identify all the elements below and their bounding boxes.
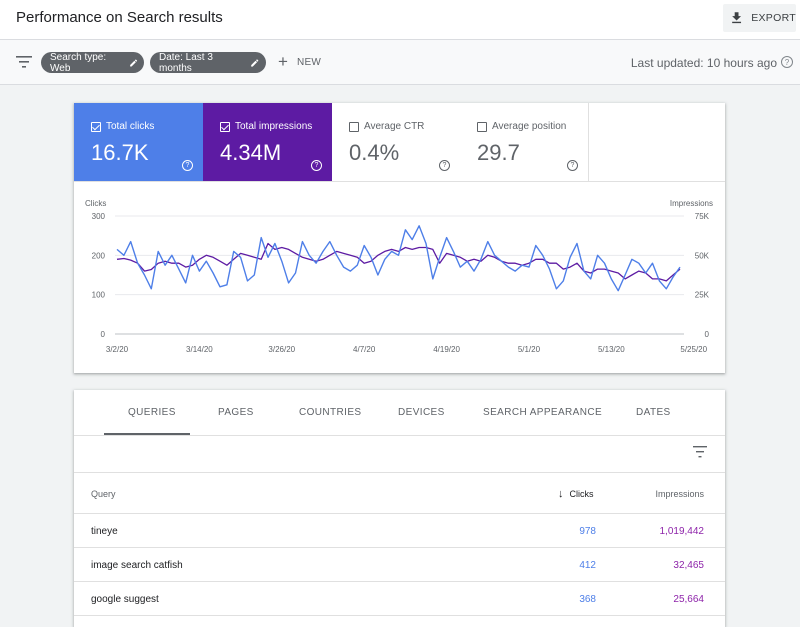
average-position-value: 29.7: [477, 140, 520, 165]
help-icon[interactable]: ?: [439, 160, 450, 171]
clicks-series-line: [116, 225, 681, 292]
clicks-cell: 368: [579, 594, 596, 605]
x-tick-label: 3/2/20: [106, 345, 129, 354]
plus-icon: +: [278, 52, 288, 71]
right-tick-label: 25K: [695, 291, 710, 300]
clicks-cell: 412: [579, 560, 596, 571]
table-row[interactable]: [74, 616, 725, 627]
total-impressions-label: Total impressions: [235, 121, 313, 132]
total-clicks-checkbox[interactable]: [91, 121, 101, 132]
total-clicks-tile[interactable]: Total clicks 16.7K ?: [74, 103, 203, 181]
tab-devices[interactable]: DEVICES: [398, 407, 445, 418]
x-tick-label: 4/7/20: [353, 345, 376, 354]
query-cell: image search catfish: [91, 560, 183, 571]
left-tick-label: 0: [101, 330, 106, 339]
table-header: Query ↓ Clicks Impressions: [74, 472, 725, 514]
sort-down-icon: ↓: [558, 488, 564, 500]
total-impressions-tile[interactable]: Total impressions 4.34M ?: [203, 103, 332, 181]
tab-pages[interactable]: PAGES: [218, 407, 254, 418]
column-header-query[interactable]: Query: [91, 489, 116, 499]
total-impressions-checkbox[interactable]: [220, 121, 230, 132]
right-axis-label: Impressions: [670, 199, 713, 208]
date-chip[interactable]: Date: Last 3 months: [150, 51, 266, 74]
right-tick-label: 0: [705, 330, 710, 339]
x-tick-label: 5/1/20: [518, 345, 541, 354]
average-position-checkbox[interactable]: [477, 121, 487, 132]
impressions-cell: 25,664: [673, 594, 704, 605]
average-ctr-value: 0.4%: [349, 140, 400, 165]
average-ctr-checkbox[interactable]: [349, 121, 359, 132]
average-position-tile[interactable]: Average position 29.7 ?: [460, 103, 589, 181]
edit-icon: [129, 59, 137, 66]
page-title: Performance on Search results: [16, 9, 223, 26]
table-row[interactable]: google suggest 368 25,664: [74, 582, 725, 616]
tab-search-appearance[interactable]: SEARCH APPEARANCE: [483, 407, 603, 418]
new-filter-button[interactable]: + NEW: [278, 52, 322, 71]
x-tick-label: 3/26/20: [268, 345, 295, 354]
column-header-clicks-label: Clicks: [569, 489, 594, 499]
total-clicks-value: 16.7K: [91, 140, 149, 165]
x-tick-label: 5/13/20: [598, 345, 625, 354]
table-row[interactable]: tineye 978 1,019,442: [74, 514, 725, 548]
column-header-clicks[interactable]: ↓ Clicks: [558, 488, 594, 500]
table-row[interactable]: image search catfish 412 32,465: [74, 548, 725, 582]
total-clicks-label: Total clicks: [106, 121, 155, 132]
left-axis-label: Clicks: [85, 199, 106, 208]
impressions-cell: 1,019,442: [659, 526, 705, 537]
help-icon[interactable]: ?: [567, 160, 578, 171]
tab-countries[interactable]: COUNTRIES: [299, 407, 362, 418]
download-icon: [732, 12, 742, 24]
right-tick-label: 50K: [695, 251, 710, 260]
right-tick-label: 75K: [695, 212, 710, 221]
filter-bar: Search type: Web Date: Last 3 months + N…: [0, 40, 800, 85]
left-tick-label: 100: [92, 291, 106, 300]
edit-icon: [251, 58, 259, 67]
export-label: EXPORT: [751, 12, 796, 24]
help-icon[interactable]: ?: [311, 160, 322, 171]
search-type-chip-label: Search type: Web: [50, 51, 107, 74]
date-chip-label: Date: Last 3 months: [159, 51, 213, 74]
performance-chart: Clicks Impressions 300 75K 200 50K 100 25K 0 0 3…: [74, 182, 725, 373]
left-tick-label: 200: [92, 251, 106, 260]
performance-card: Total clicks 16.7K ? Total impressions 4…: [74, 103, 725, 373]
total-impressions-value: 4.34M: [220, 140, 282, 165]
help-icon[interactable]: ?: [781, 56, 793, 68]
average-ctr-tile[interactable]: Average CTR 0.4% ?: [332, 103, 461, 181]
export-button[interactable]: EXPORT: [723, 4, 796, 32]
x-tick-label: 3/14/20: [186, 345, 213, 354]
tab-queries[interactable]: QUERIES: [128, 407, 176, 418]
table-card: QUERIES PAGES COUNTRIES DEVICES SEARCH A…: [74, 390, 725, 627]
search-type-chip[interactable]: Search type: Web: [41, 51, 144, 74]
average-position-label: Average position: [492, 121, 567, 132]
new-filter-label: NEW: [296, 56, 322, 68]
average-ctr-label: Average CTR: [364, 121, 425, 132]
divider: [74, 181, 725, 182]
help-icon[interactable]: ?: [182, 160, 193, 171]
impressions-series-line: [116, 242, 681, 282]
last-updated-text: Last updated: 10 hours ago: [630, 56, 777, 70]
tab-dates[interactable]: DATES: [636, 407, 671, 418]
clicks-cell: 978: [579, 526, 596, 537]
query-cell: tineye: [91, 526, 118, 537]
left-tick-label: 300: [92, 212, 106, 221]
x-tick-label: 5/25/20: [680, 345, 707, 354]
top-bar: Performance on Search results EXPORT: [0, 0, 800, 40]
x-tick-label: 4/19/20: [433, 345, 460, 354]
filter-icon[interactable]: [16, 55, 32, 69]
column-header-impressions[interactable]: Impressions: [655, 489, 704, 499]
table-filter-icon[interactable]: [693, 446, 707, 458]
dimension-tabs: QUERIES PAGES COUNTRIES DEVICES SEARCH A…: [74, 390, 725, 436]
impressions-cell: 32,465: [673, 560, 704, 571]
active-tab-indicator: [104, 433, 190, 435]
query-cell: google suggest: [91, 594, 159, 605]
